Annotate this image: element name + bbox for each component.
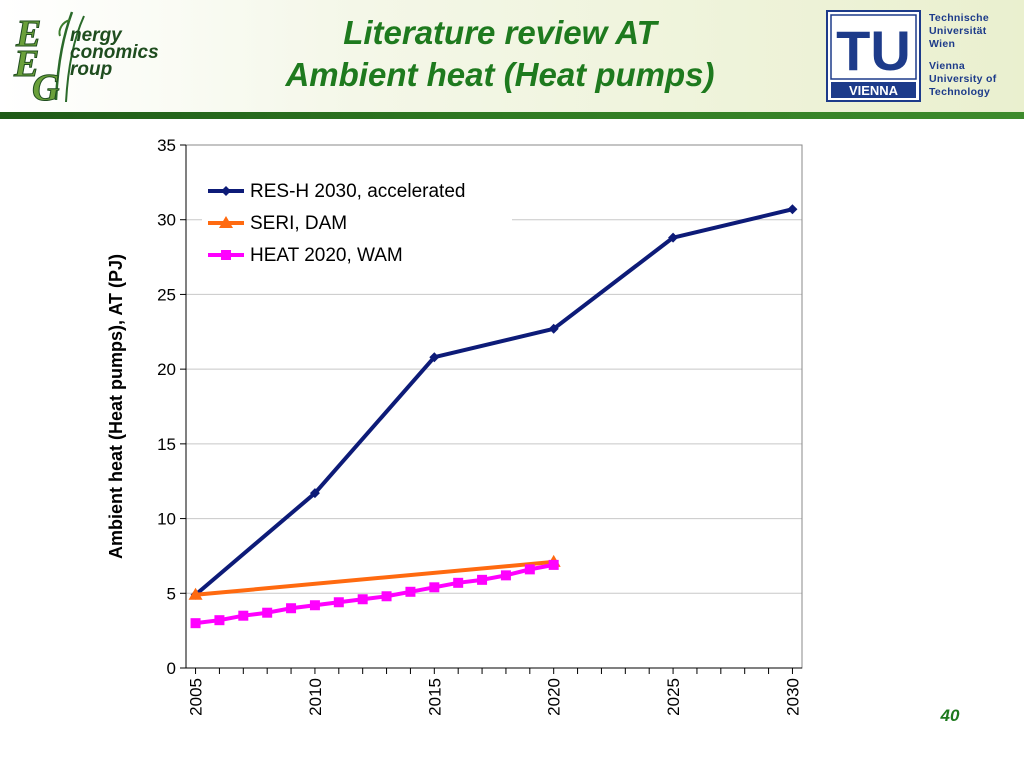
y-tick-label: 10: [157, 510, 176, 529]
legend-marker: [221, 186, 231, 196]
tu-mark: TU: [836, 19, 911, 82]
tu-line-3: Wien: [929, 38, 956, 50]
data-point: [548, 323, 559, 334]
eeg-letter-g: G: [32, 67, 60, 104]
data-point: [668, 232, 679, 243]
y-tick-label: 15: [157, 435, 176, 454]
data-point: [357, 594, 368, 605]
slide-title: Literature review AT Ambient heat (Heat …: [200, 12, 800, 96]
data-point: [524, 564, 535, 575]
eeg-letter-e1: E: [15, 13, 41, 55]
y-tick-label: 20: [157, 360, 176, 379]
data-point: [262, 607, 273, 618]
eeg-word-group: roup: [70, 59, 113, 80]
data-point: [787, 204, 798, 215]
data-point: [548, 559, 559, 570]
tu-mark-caption: VIENNA: [849, 83, 899, 98]
x-tick-label: 2005: [187, 678, 206, 716]
tu-line-4: Vienna: [929, 60, 966, 72]
chart-legend: RES-H 2030, accelerated SERI, DAM HEAT 202…: [202, 179, 512, 283]
eeg-word-economics: conomics: [70, 42, 159, 63]
data-point: [453, 577, 464, 588]
y-tick-label: 35: [157, 136, 176, 155]
data-point: [381, 591, 392, 602]
data-point: [214, 615, 225, 626]
tu-vienna-wordmark: Technische Universität Wien Vienna Unive…: [929, 12, 997, 99]
chart-series: [188, 204, 798, 629]
series-line: [195, 559, 554, 597]
data-point: [500, 570, 511, 581]
series-2: [190, 559, 559, 629]
legend-marker: [221, 250, 231, 260]
x-tick-label: 2020: [545, 678, 564, 716]
data-point: [190, 618, 201, 629]
tu-line-2: Universität: [929, 25, 987, 37]
series-line: [195, 562, 555, 626]
legend-background: [202, 179, 512, 283]
x-tick-label: 2015: [425, 678, 444, 716]
slide-title-line2: Ambient heat (Heat pumps): [285, 56, 715, 93]
data-point: [188, 587, 203, 600]
y-axis-label: Ambient heat (Heat pumps), AT (PJ): [106, 254, 126, 559]
eeg-logo: E E G: [13, 11, 85, 104]
y-tick-label: 5: [167, 584, 176, 603]
tu-line-1: Technische: [929, 12, 989, 24]
slide-title-line1: Literature review AT: [343, 14, 657, 51]
legend-entry: RES-H 2030, accelerated: [250, 181, 465, 202]
eeg-logo-words: nergy conomics roup: [70, 25, 159, 80]
eeg-letter-e2: E: [13, 43, 39, 85]
tu-vienna-logo: TU VIENNA: [826, 10, 921, 102]
y-tick-label: 25: [157, 285, 176, 304]
tu-line-6: Technology: [929, 86, 991, 98]
series-line: [194, 207, 793, 597]
legend-entry: SERI, DAM: [250, 213, 347, 234]
eeg-word-energy: nergy: [70, 25, 122, 46]
y-tick-label: 30: [157, 211, 176, 230]
x-tick-label: 2025: [664, 678, 683, 716]
data-point: [333, 597, 344, 608]
x-tick-label: 2030: [783, 678, 802, 716]
data-point: [429, 582, 440, 593]
header-rule: [0, 112, 1024, 119]
data-point: [238, 610, 249, 621]
data-point: [477, 574, 488, 585]
data-point: [429, 352, 440, 363]
tu-line-5: University of: [929, 73, 997, 85]
page-number: 40: [940, 706, 960, 725]
data-point: [309, 488, 320, 499]
y-tick-label: 0: [167, 659, 176, 678]
x-tick-label: 2010: [306, 678, 325, 716]
legend-entry: HEAT 2020, WAM: [250, 245, 403, 266]
data-point: [286, 603, 297, 614]
legend-marker: [219, 216, 233, 228]
data-point: [405, 586, 416, 597]
data-point: [309, 600, 320, 611]
